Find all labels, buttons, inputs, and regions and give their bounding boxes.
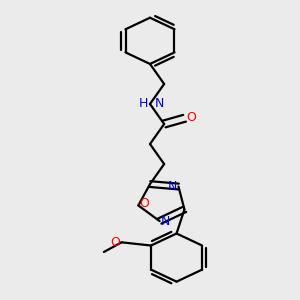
Text: O: O <box>187 111 196 124</box>
Text: O: O <box>110 236 120 248</box>
Text: N: N <box>155 98 164 110</box>
Text: H: H <box>139 98 148 110</box>
Text: O: O <box>140 197 150 210</box>
Text: N: N <box>161 214 171 228</box>
Text: N: N <box>167 180 177 193</box>
